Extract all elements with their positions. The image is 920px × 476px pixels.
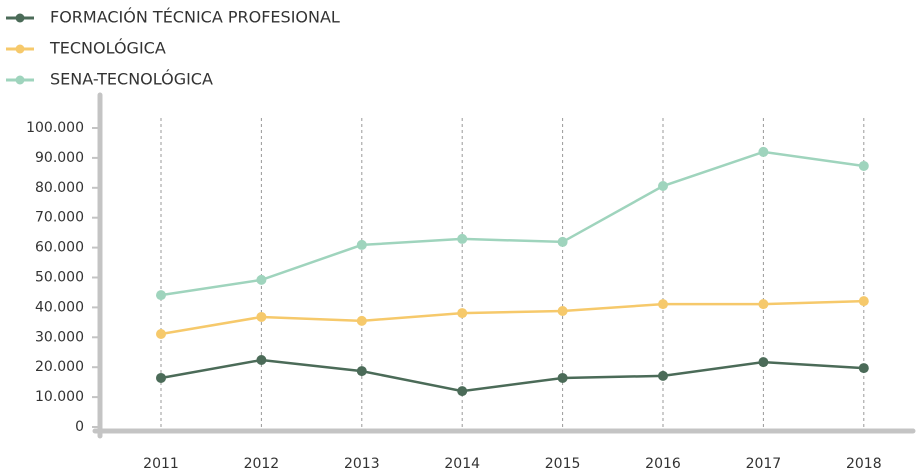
y-tick-label: 70.000 [35,210,84,226]
legend-dot [15,13,25,23]
data-point [256,355,267,366]
data-point [557,372,568,383]
legend-label: SENA-TECNOLÓGICA [50,70,213,89]
y-tick-label: 40.000 [35,299,84,315]
x-tick-label: 2017 [746,456,782,472]
x-tick-label: 2013 [344,456,380,472]
y-tick-label: 0 [75,419,84,435]
y-tick-label: 20.000 [35,359,84,375]
data-point [858,296,869,307]
data-point [658,370,668,381]
legend-dot [15,75,25,85]
data-point [156,372,166,383]
data-point [858,363,869,374]
data-point [457,233,468,244]
series-line [160,299,864,336]
data-point [356,315,367,326]
data-point [658,181,668,192]
legend-label: FORMACIÓN TÉCNICA PROFESIONAL [50,8,340,27]
data-point [557,305,568,316]
data-point [356,239,367,250]
data-point [758,357,769,368]
y-tick-label: 60.000 [35,240,84,256]
data-point [156,329,166,340]
data-point [356,366,367,377]
y-tick-label: 10.000 [35,389,84,405]
x-tick-label: 2014 [444,456,480,472]
data-point [156,290,166,301]
legend-label: TECNOLÓGICA [49,39,166,58]
y-tick-label: 30.000 [35,329,84,345]
data-point [758,299,769,310]
data-point [256,274,267,285]
series-line [160,358,864,393]
data-point [457,386,468,397]
data-point [658,299,668,310]
data-point [256,311,267,322]
x-tick-label: 2015 [545,456,581,472]
data-point [457,308,468,319]
data-point [557,236,568,247]
series-line [160,150,864,297]
x-tick-label: 2016 [645,456,681,472]
data-point [758,146,769,157]
y-tick-label: 50.000 [35,270,84,286]
y-tick-label: 80.000 [35,180,84,196]
x-tick-label: 2018 [846,456,882,472]
y-tick-label: 100.000 [26,120,84,136]
x-tick-label: 2012 [244,456,280,472]
y-tick-label: 90.000 [35,150,84,166]
x-tick-label: 2011 [143,456,179,472]
legend-dot [15,44,25,54]
data-point [858,160,869,171]
